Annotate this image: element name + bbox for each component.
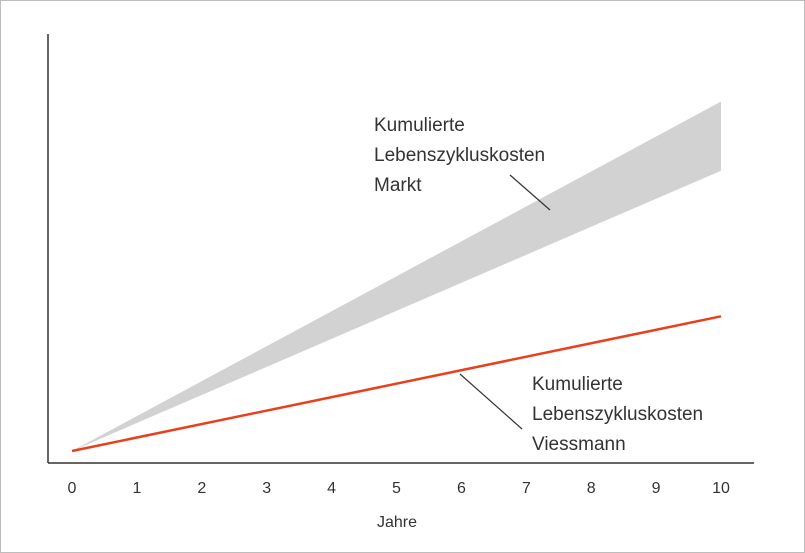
annotation-viessmann-line-2: Lebenszykluskosten: [532, 404, 703, 425]
annotation-viessmann-line-1: Kumulierte: [532, 374, 623, 395]
x-tick-label: 10: [712, 480, 730, 497]
chart-marks: [71, 101, 722, 453]
x-tick-label: 1: [132, 480, 141, 497]
x-tick-label: 7: [522, 480, 531, 497]
annotation-viessmann-line-3: Viessmann: [532, 434, 626, 455]
x-tick-label: 4: [327, 480, 336, 497]
x-axis-label: Jahre: [377, 514, 417, 531]
annotation-market-leader: [509, 174, 551, 211]
annotation-market: Kumulierte Lebenszykluskosten Markt: [374, 115, 551, 211]
annotation-market-line-2: Lebenszykluskosten: [374, 145, 545, 166]
annotation-viessmann: Kumulierte Lebenszykluskosten Viessmann: [459, 373, 703, 455]
annotation-viessmann-leader: [459, 373, 523, 430]
x-tick-label: 6: [457, 480, 466, 497]
x-tick-label: 0: [68, 480, 77, 497]
annotation-market-line-1: Kumulierte: [374, 115, 465, 136]
x-tick-label: 9: [652, 480, 661, 497]
axes: [47, 34, 754, 464]
annotation-market-line-3: Markt: [374, 175, 422, 196]
x-tick-labels: 0 1 2 3 4 5 6 7 8 9 10: [68, 480, 730, 497]
x-tick-label: 2: [197, 480, 206, 497]
x-tick-label: 8: [587, 480, 596, 497]
market-cost-band: [72, 101, 721, 451]
x-tick-label: 3: [262, 480, 271, 497]
viessmann-cost-line: [71, 315, 722, 453]
x-tick-label: 5: [392, 480, 401, 497]
